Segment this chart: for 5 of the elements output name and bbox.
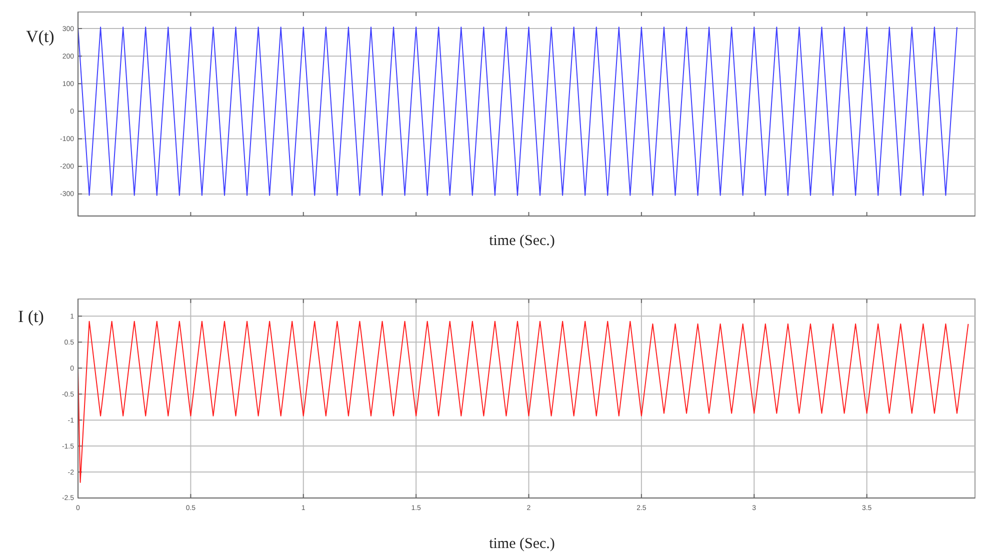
y-axis-title: V(t) [26, 27, 54, 46]
x-axis-title: time (Sec.) [489, 233, 555, 249]
x-axis-title: time (Sec.) [489, 536, 555, 552]
y-axis-title: I (t) [18, 307, 44, 326]
line-series [78, 320, 969, 483]
